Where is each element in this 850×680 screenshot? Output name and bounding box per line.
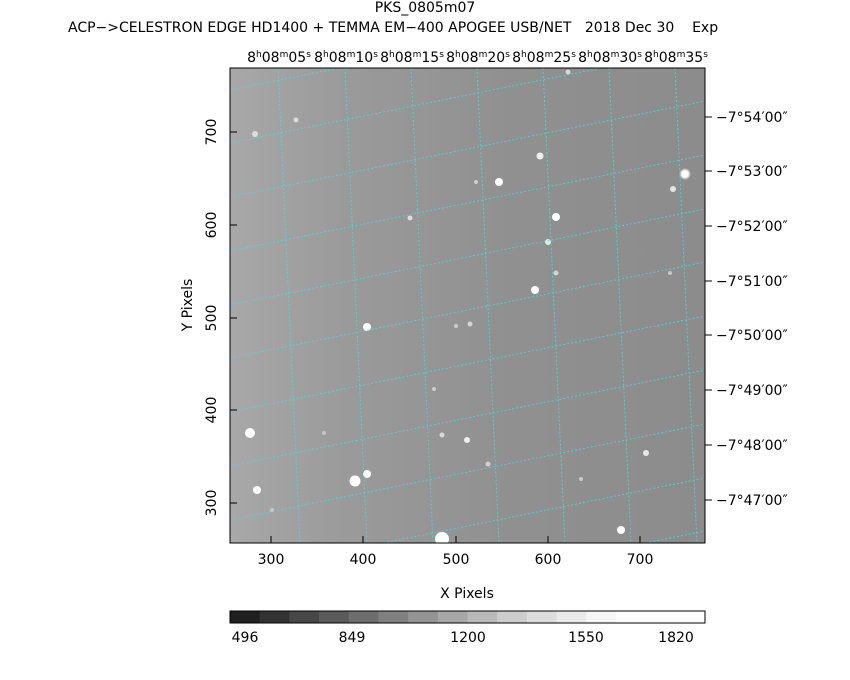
dec-label: −7°51′00″ (716, 274, 788, 290)
colorbar-segment (437, 611, 468, 623)
colorbar-segment (615, 611, 647, 623)
colorbar (230, 611, 706, 623)
colorbar-segment (230, 611, 261, 623)
x-axis: 300 400 500 600 700 X Pixels (258, 536, 654, 602)
colorbar-label: 849 (339, 630, 366, 646)
y-tick-label: 700 (204, 119, 220, 146)
colorbar-segment (645, 611, 676, 623)
x-tick-label: 300 (258, 552, 285, 568)
colorbar-segment (526, 611, 558, 623)
image-subtitle: ACP−>CELESTRON EDGE HD1400 + TEMMA EM−40… (68, 20, 719, 36)
ra-label: 8h08m30s (578, 50, 642, 66)
x-tick-label: 700 (627, 552, 654, 568)
colorbar-label: 1820 (658, 630, 694, 646)
colorbar-segment (319, 611, 350, 623)
y-tick-label: 500 (204, 305, 220, 332)
ra-label: 8h08m05s (247, 50, 311, 66)
image-title: PKS_0805m07 (374, 0, 476, 16)
dec-label: −7°48′00″ (716, 438, 788, 454)
dec-labels: −7°54′00″ −7°53′00″ −7°52′00″ −7°51′00″ … (705, 110, 788, 509)
colorbar-segment (467, 611, 498, 623)
colorbar-label: 1200 (450, 630, 486, 646)
colorbar-segment (556, 611, 587, 623)
colorbar-label: 496 (232, 630, 259, 646)
dec-label: −7°52′00″ (716, 219, 788, 235)
colorbar-segment (408, 611, 439, 623)
wcs-grid (230, 68, 705, 543)
x-tick-label: 600 (535, 552, 562, 568)
y-axis: 300 400 500 600 700 Y Pixels (180, 119, 237, 517)
colorbar-segment (378, 611, 409, 623)
stars (245, 69, 691, 543)
ra-label: 8h08m15s (380, 50, 444, 66)
y-axis-label: Y Pixels (180, 279, 196, 333)
ra-label: 8h08m20s (446, 50, 510, 66)
colorbar-segment (348, 611, 379, 623)
x-tick-label: 400 (350, 552, 377, 568)
y-tick-label: 300 (204, 490, 220, 517)
dec-label: −7°50′00″ (716, 328, 788, 344)
colorbar-segment (289, 611, 320, 623)
x-tick-label: 500 (443, 552, 470, 568)
ra-label: 8h08m10s (314, 50, 378, 66)
colorbar-label: 1550 (568, 630, 604, 646)
y-tick-label: 600 (204, 212, 220, 239)
colorbar-labels: 496 849 1200 1550 1820 (232, 630, 694, 646)
colorbar-segment (259, 611, 290, 623)
dec-label: −7°53′00″ (716, 164, 788, 180)
colorbar-frame (229, 610, 706, 624)
y-tick-label: 400 (204, 397, 220, 424)
dec-label: −7°54′00″ (716, 110, 788, 126)
sky-image (230, 68, 705, 543)
x-axis-label: X Pixels (440, 586, 494, 602)
colorbar-segment (497, 611, 528, 623)
ra-label: 8h08m35s (644, 50, 708, 66)
dec-label: −7°49′00″ (716, 383, 788, 399)
ra-labels: 8h08m05s 8h08m10s 8h08m15s 8h08m20s 8h08m25s… (247, 50, 708, 66)
colorbar-segment (675, 611, 706, 623)
ra-label: 8h08m25s (512, 50, 576, 66)
colorbar-segment (586, 611, 617, 623)
dec-label: −7°47′00″ (716, 493, 788, 509)
